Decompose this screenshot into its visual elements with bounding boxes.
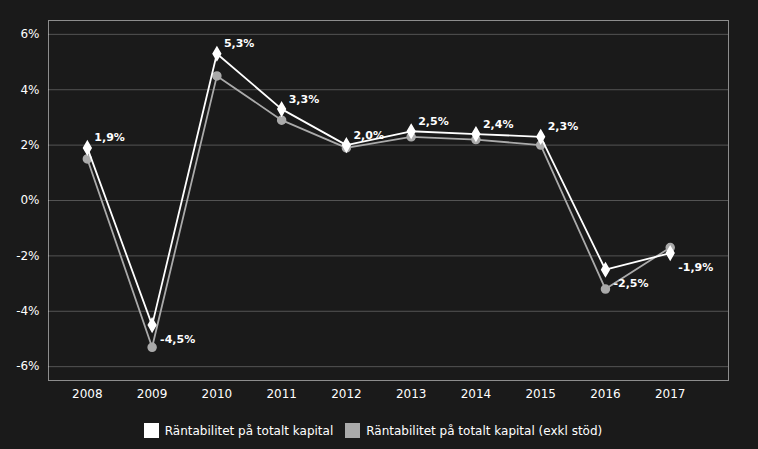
svg-text:2009: 2009 bbox=[137, 387, 168, 401]
html-text:Räntabilitet på totalt kapital: Räntabilitet på totalt kapital (exkl stö… bbox=[366, 423, 603, 438]
svg-text:2,5%: 2,5% bbox=[418, 115, 449, 128]
svg-text:2016: 2016 bbox=[590, 387, 621, 401]
svg-text:2015: 2015 bbox=[525, 387, 556, 401]
svg-text:3,3%: 3,3% bbox=[289, 93, 320, 106]
svg-text:2011: 2011 bbox=[266, 387, 297, 401]
html-text:Räntabilitet på totalt kapital: Räntabilitet på totalt kapital bbox=[164, 423, 334, 438]
svg-text:-1,9%: -1,9% bbox=[678, 261, 713, 274]
svg-text:2012: 2012 bbox=[331, 387, 362, 401]
svg-text:2010: 2010 bbox=[202, 387, 233, 401]
svg-text:-4,5%: -4,5% bbox=[160, 333, 195, 346]
svg-text:4%: 4% bbox=[20, 83, 39, 97]
svg-text:0%: 0% bbox=[20, 193, 39, 207]
svg-text:2017: 2017 bbox=[655, 387, 686, 401]
svg-text:1,9%: 1,9% bbox=[94, 131, 125, 144]
svg-text:2,3%: 2,3% bbox=[548, 120, 579, 133]
svg-text:-2,5%: -2,5% bbox=[613, 277, 648, 290]
svg-text:2,4%: 2,4% bbox=[483, 118, 514, 131]
svg-text:-2%: -2% bbox=[16, 249, 39, 263]
svg-text:-6%: -6% bbox=[16, 359, 39, 373]
svg-text:2,0%: 2,0% bbox=[353, 129, 384, 142]
svg-text:5,3%: 5,3% bbox=[224, 37, 255, 50]
svg-text:2008: 2008 bbox=[72, 387, 103, 401]
svg-text:6%: 6% bbox=[20, 27, 39, 41]
svg-text:-4%: -4% bbox=[16, 304, 39, 318]
svg-text:2013: 2013 bbox=[396, 387, 427, 401]
svg-text:2%: 2% bbox=[20, 138, 39, 152]
svg-text:2014: 2014 bbox=[461, 387, 492, 401]
